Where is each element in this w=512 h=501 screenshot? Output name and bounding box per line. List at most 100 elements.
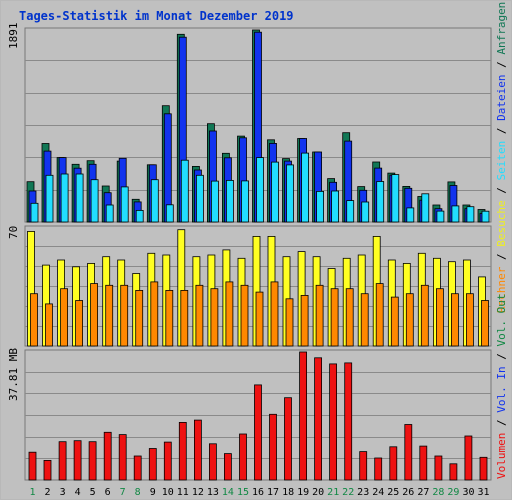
x-tick-label-day-2: 2 <box>44 487 50 498</box>
rechner-bar-day-1 <box>30 293 38 347</box>
volumen-bar-day-24 <box>374 457 383 481</box>
rechner-bar-day-29 <box>450 293 459 347</box>
rechner-bar-day-2 <box>45 303 53 347</box>
legend-upper-text: Rechner / Besuche / Seiten / Dateien / A… <box>495 2 508 313</box>
legend-dateien: Dateien <box>495 75 508 121</box>
x-tick-label-day-25: 25 <box>387 487 399 498</box>
rechner-bar-day-31 <box>481 300 489 347</box>
seiten-bar-day-15 <box>241 180 249 223</box>
legend-anfragen: Anfragen <box>495 2 508 55</box>
x-tick-label-day-22: 22 <box>342 487 354 498</box>
seiten-bar-day-28 <box>436 210 445 223</box>
x-tick-label-day-24: 24 <box>372 487 384 498</box>
volumen-bar-day-17 <box>269 413 277 481</box>
panel-1-max-label: 1891 <box>7 23 20 50</box>
x-tick-label-day-12: 12 <box>192 487 204 498</box>
legend-vol-in: Vol. In <box>495 366 508 412</box>
volumen-bar-day-13 <box>208 443 217 481</box>
seiten-bar-day-14 <box>225 179 234 223</box>
volumen-bar-day-26 <box>404 424 413 481</box>
rechner-bar-day-4 <box>75 300 83 347</box>
x-tick-label-day-3: 3 <box>60 487 66 498</box>
seiten-bar-day-30 <box>466 206 475 223</box>
seiten-bar-day-27 <box>421 193 430 223</box>
rechner-bar-day-8 <box>135 289 144 347</box>
seiten-bar-day-18 <box>286 164 294 223</box>
volumen-bar-day-7 <box>118 434 127 481</box>
x-tick-label-day-31: 31 <box>477 487 489 498</box>
rechner-bar-day-18 <box>285 298 294 347</box>
volumen-bar-day-19 <box>299 351 308 481</box>
volumen-bar-day-8 <box>133 455 142 481</box>
rechner-bar-day-22 <box>345 288 354 347</box>
seiten-bar-day-26 <box>406 207 415 223</box>
seiten-bar-day-3 <box>60 173 69 223</box>
panel-2-max-label: 70 <box>7 226 20 239</box>
x-tick-label-day-16: 16 <box>252 487 264 498</box>
volumen-bar-day-31 <box>479 456 488 481</box>
x-tick-label-day-6: 6 <box>105 487 111 498</box>
x-tick-label-day-19: 19 <box>297 487 309 498</box>
x-tick-label-day-23: 23 <box>357 487 369 498</box>
legend-separator: / <box>495 121 508 141</box>
x-tick-label-day-4: 4 <box>75 487 81 498</box>
legend-separator: / <box>495 413 508 433</box>
rechner-bar-day-20 <box>315 284 324 347</box>
rechner-bar-day-21 <box>330 288 339 347</box>
rechner-bar-day-23 <box>360 293 369 347</box>
seiten-bar-day-1 <box>30 202 39 223</box>
rechner-bar-day-11 <box>180 289 189 347</box>
x-tick-label-day-18: 18 <box>282 487 294 498</box>
legend-separator: / <box>495 55 508 75</box>
x-tick-label-day-28: 28 <box>432 487 444 498</box>
volumen-bar-day-3 <box>58 441 67 481</box>
rechner-bar-day-30 <box>465 293 474 347</box>
rechner-bar-day-25 <box>390 296 399 347</box>
volumen-bar-day-18 <box>284 397 292 481</box>
volumen-bar-day-15 <box>239 433 247 481</box>
seiten-bar-day-7 <box>120 186 129 223</box>
seiten-bar-day-5 <box>90 179 99 223</box>
chart-title: Tages-Statistik im Monat Dezember 2019 <box>19 9 294 23</box>
x-tick-label-day-15: 15 <box>237 487 249 498</box>
volumen-bar-day-25 <box>389 446 398 481</box>
x-tick-label-day-11: 11 <box>177 487 189 498</box>
volumen-bar-day-23 <box>359 451 368 481</box>
x-tick-label-day-13: 13 <box>207 487 219 498</box>
volumen-bar-day-9 <box>148 448 157 481</box>
x-tick-label-day-20: 20 <box>312 487 324 498</box>
rechner-bar-day-3 <box>60 288 68 347</box>
legend-lower: Volumen / Vol. In / Vol. Out <box>495 294 508 479</box>
x-tick-label-day-30: 30 <box>462 487 474 498</box>
rechner-bar-day-27 <box>420 284 429 347</box>
rechner-bar-day-12 <box>195 284 204 347</box>
seiten-bar-day-2 <box>45 174 54 223</box>
seiten-bar-day-23 <box>361 201 370 223</box>
x-tick-label-day-5: 5 <box>90 487 96 498</box>
seiten-bar-day-12 <box>195 174 204 223</box>
rechner-bar-day-9 <box>150 281 159 347</box>
volumen-bar-day-2 <box>43 459 52 481</box>
rechner-bar-day-28 <box>435 288 444 347</box>
volumen-bar-day-16 <box>254 384 262 481</box>
seiten-bar-day-24 <box>376 181 385 223</box>
x-tick-label-day-29: 29 <box>447 487 459 498</box>
panel-3-max-label: 37.81 MB <box>7 348 20 401</box>
legend-lower-text: Volumen / Vol. In / Vol. Out <box>495 294 508 479</box>
x-tick-label-day-21: 21 <box>327 487 339 498</box>
seiten-bar-day-16 <box>256 157 264 223</box>
volumen-bar-day-14 <box>223 453 232 481</box>
rechner-bar-day-7 <box>120 284 129 347</box>
rechner-bar-day-6 <box>105 284 114 347</box>
x-tick-label-day-1: 1 <box>29 487 35 498</box>
volumen-bar-day-5 <box>88 441 97 481</box>
volumen-bar-day-22 <box>344 362 353 481</box>
seiten-bar-day-9 <box>150 179 159 223</box>
seiten-bar-day-19 <box>301 152 310 223</box>
volumen-bar-day-20 <box>314 357 323 481</box>
legend-separator: / <box>495 181 508 201</box>
volumen-bar-day-1 <box>28 451 37 481</box>
legend-volumen: Volumen <box>495 433 508 479</box>
x-tick-label-day-9: 9 <box>150 487 156 498</box>
